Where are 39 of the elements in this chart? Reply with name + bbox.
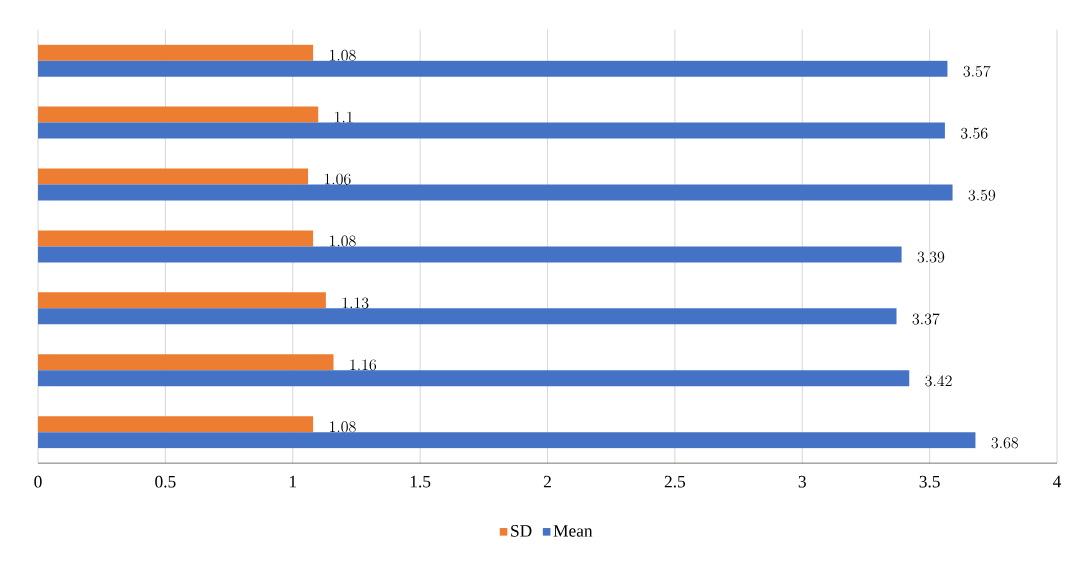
bar <box>38 292 326 309</box>
data-label: 1 . 1 <box>335 111 353 123</box>
x-tick-label: 1 <box>289 475 297 488</box>
x-tick-label: 0.5 <box>155 475 176 488</box>
data-label: 3.68 <box>991 437 1019 449</box>
data-label: 3.56 <box>960 127 988 139</box>
bar <box>38 106 319 123</box>
bar <box>38 246 902 263</box>
x-tick-label: 2 <box>543 475 551 488</box>
x-tick-label: 3 <box>798 475 806 488</box>
bar <box>38 122 945 139</box>
bar <box>38 432 976 449</box>
data-label: 3.37 <box>912 313 940 325</box>
bar <box>38 184 953 201</box>
data-label: 1 .08 <box>329 421 356 433</box>
bar <box>38 308 897 325</box>
data-label: 3.57 <box>963 65 991 77</box>
bar <box>38 370 910 387</box>
bar <box>38 44 314 61</box>
data-label: 1 .06 <box>324 173 351 185</box>
bar <box>38 354 334 371</box>
bar <box>38 416 314 433</box>
legend-label: Mean <box>553 525 593 537</box>
data-label: 1 .08 <box>329 49 356 61</box>
legend-label: SD <box>511 525 532 537</box>
data-label: 1 . 16 <box>350 359 377 371</box>
x-tick-label: 4 <box>1053 475 1062 488</box>
x-tick-label: 1.5 <box>410 475 431 488</box>
data-label: 1 . 13 <box>342 297 369 309</box>
x-tick-label: 3.5 <box>919 475 940 488</box>
bar <box>38 230 314 247</box>
bar <box>38 60 948 77</box>
data-label: 3.42 <box>925 375 952 387</box>
x-tick-label: 2.5 <box>664 475 686 488</box>
data-label: 3.59 <box>968 189 996 201</box>
x-tick-label: 0 <box>34 475 42 488</box>
data-label: 3.39 <box>917 251 945 263</box>
bar <box>38 168 309 185</box>
data-label: 1 .08 <box>329 235 356 247</box>
